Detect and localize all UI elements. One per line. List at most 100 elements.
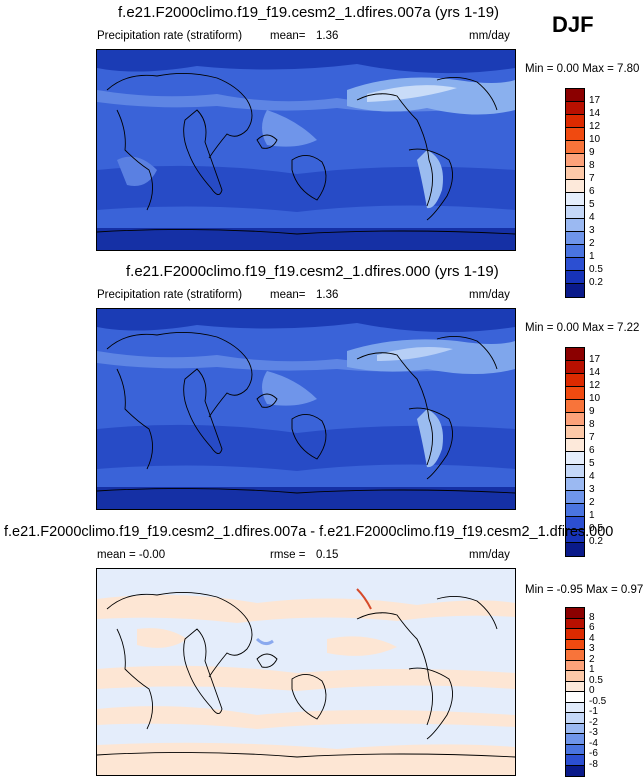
colorbar-box — [566, 400, 584, 413]
colorbar-box — [566, 702, 584, 713]
colorbar-box — [566, 374, 584, 387]
colorbar-box — [566, 723, 584, 734]
panel-3-rmse-label: rmse = — [270, 549, 306, 561]
colorbar-box — [566, 102, 584, 115]
colorbar-tick-label: 3 — [589, 225, 595, 236]
colorbar-box — [566, 167, 584, 180]
colorbar-box — [566, 439, 584, 452]
panel-2-map — [96, 308, 516, 510]
colorbar-box — [566, 755, 584, 766]
colorbar-tick-label: 1 — [589, 510, 595, 521]
colorbar-box — [566, 734, 584, 745]
panel-1-mean-value: 1.36 — [316, 30, 339, 42]
colorbar-tick-label: 3 — [589, 484, 595, 495]
colorbar-box — [566, 639, 584, 650]
colorbar-tick-label: -8 — [589, 758, 598, 770]
colorbar-tick-label: 3 — [589, 643, 595, 654]
colorbar-tick-label: 7 — [589, 432, 595, 443]
colorbar-tick-label: 6 — [589, 186, 595, 197]
colorbar-tick-label: 0.2 — [589, 277, 603, 288]
colorbar-box — [566, 452, 584, 465]
panel-3-mean-label: mean = -0.00 — [97, 549, 166, 561]
colorbar-tick-label: -2 — [589, 716, 598, 728]
colorbar-box — [566, 608, 584, 619]
colorbar-tick-label: 4 — [589, 632, 595, 644]
colorbar-box — [566, 141, 584, 154]
panel-2-mean-label: mean= — [270, 289, 306, 301]
panel-2-title: f.e21.F2000climo.f19_f19.cesm2_1.dfires.… — [126, 263, 499, 280]
colorbar-tick-label: 2 — [589, 497, 595, 508]
colorbar-box — [566, 361, 584, 374]
colorbar-box — [566, 478, 584, 491]
colorbar-box — [566, 671, 584, 682]
colorbar-tick-label: 6 — [589, 445, 595, 456]
colorbar-box — [566, 426, 584, 439]
colorbar-tick-label: 14 — [589, 367, 601, 378]
colorbar-box — [566, 245, 584, 258]
colorbar-box — [566, 413, 584, 426]
colorbar-tick-label: 6 — [589, 622, 595, 633]
colorbar-box — [566, 618, 584, 629]
panel-2-mean-value: 1.36 — [316, 289, 339, 301]
colorbar-tick-label: 2 — [589, 238, 595, 249]
season-label: DJF — [552, 12, 594, 37]
colorbar-tick-label: 8 — [589, 611, 595, 623]
colorbar-tick-label: 8 — [589, 419, 595, 430]
colorbar-tick-label: 9 — [589, 147, 595, 158]
colorbar-box — [566, 271, 584, 284]
colorbar-tick-label: 4 — [589, 471, 595, 482]
colorbar-box — [566, 765, 584, 776]
colorbar-box — [566, 530, 584, 543]
panel-1-mean-label: mean= — [270, 30, 306, 42]
colorbar-tick-label: 4 — [589, 212, 595, 223]
colorbar-tick-label: 17 — [589, 354, 601, 365]
panel-2-units: mm/day — [469, 289, 510, 301]
colorbar-tick-label: -0.5 — [589, 695, 607, 707]
panel-2-variable-label: Precipitation rate (stratiform) — [97, 289, 243, 301]
panel-1-map — [96, 49, 516, 251]
colorbar-box — [566, 180, 584, 193]
panel-3-rmse-value: 0.15 — [316, 549, 339, 561]
colorbar-tick-label: 8 — [589, 160, 595, 171]
panel-2-colorbar-ticks: 17 14 12 10 9 8 7 6 5 4 3 2 1 0.5 0.2 — [589, 347, 629, 555]
colorbar-box — [566, 89, 584, 102]
colorbar-box — [566, 128, 584, 141]
colorbar-box — [566, 650, 584, 661]
colorbar-tick-label: 12 — [589, 380, 601, 391]
colorbar-tick-label: 14 — [589, 108, 601, 119]
panel-1-title: f.e21.F2000climo.f19_f19.cesm2_1.dfires.… — [118, 4, 500, 21]
colorbar-box — [566, 258, 584, 271]
colorbar-box — [566, 232, 584, 245]
colorbar-box — [566, 517, 584, 530]
colorbar-tick-label: 0 — [589, 685, 595, 696]
colorbar-tick-label: 0.5 — [589, 523, 603, 534]
colorbar-tick-label: -6 — [589, 748, 598, 759]
colorbar-tick-label: 0.5 — [589, 674, 603, 686]
colorbar-box — [566, 660, 584, 671]
colorbar-box — [566, 206, 584, 219]
colorbar-tick-label: 9 — [589, 406, 595, 417]
panel-1-colorbar-ticks: 17 14 12 10 9 8 7 6 5 4 3 2 1 0.5 0.2 — [589, 88, 629, 296]
colorbar-tick-label: 7 — [589, 173, 595, 184]
colorbar-tick-label: -3 — [589, 727, 598, 738]
colorbar-box — [566, 219, 584, 232]
panel-3-colorbar-ticks: 8 6 4 3 2 1 0.5 0 -0.5 -1 -2 -3 -4 -6 -8 — [589, 607, 629, 777]
colorbar-box — [566, 348, 584, 361]
colorbar-tick-label: 1 — [589, 664, 595, 675]
colorbar-box — [566, 543, 584, 556]
panel-2-minmax: Min = 0.00 Max = 7.22 — [525, 322, 640, 334]
colorbar-tick-label: 2 — [589, 653, 595, 665]
panel-3-minmax: Min = -0.95 Max = 0.97 — [525, 584, 644, 596]
colorbar-tick-label: 1 — [589, 251, 595, 262]
colorbar-box — [566, 681, 584, 692]
colorbar-tick-label: 17 — [589, 95, 601, 106]
colorbar-box — [566, 491, 584, 504]
colorbar-box — [566, 284, 584, 297]
colorbar-tick-label: 0.2 — [589, 536, 603, 547]
panel-3-units: mm/day — [469, 549, 510, 561]
panel-2-colorbar — [565, 347, 585, 557]
colorbar-box — [566, 713, 584, 724]
colorbar-tick-label: 12 — [589, 121, 601, 132]
colorbar-tick-label: 5 — [589, 199, 595, 210]
colorbar-box — [566, 387, 584, 400]
